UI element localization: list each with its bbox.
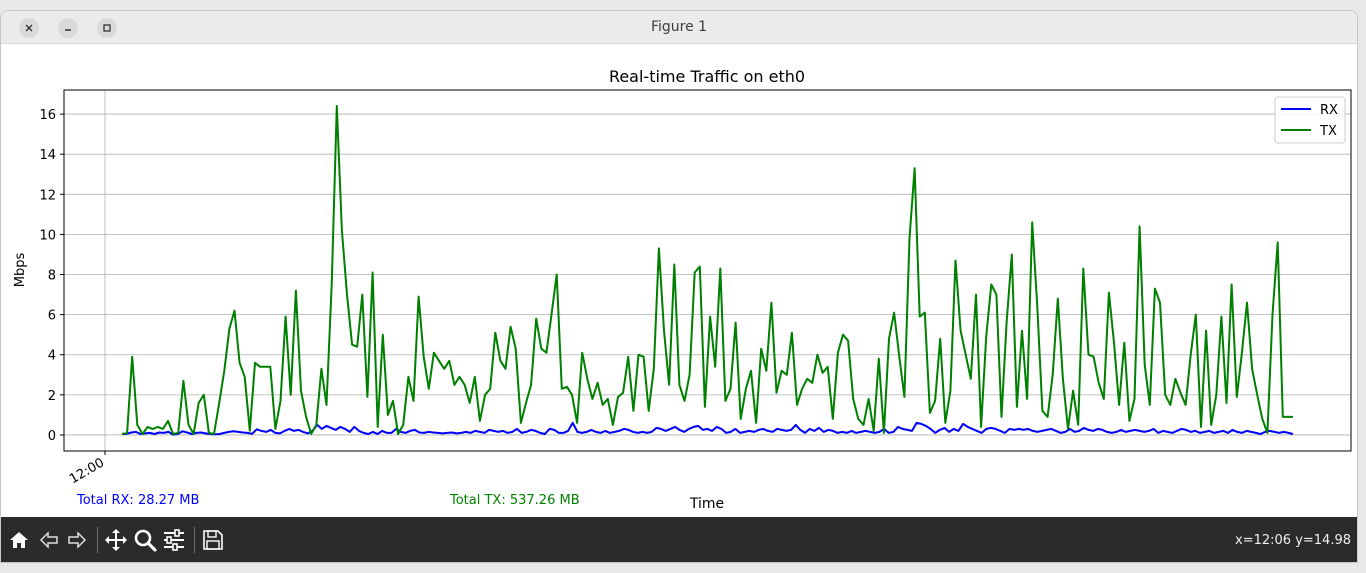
total-rx-annotation: Total RX: 28.27 MB bbox=[76, 493, 199, 508]
toolbar-separator bbox=[194, 527, 195, 553]
legend-rx-label: RX bbox=[1320, 103, 1338, 118]
home-button[interactable] bbox=[6, 527, 32, 553]
y-tick-label: 12 bbox=[39, 188, 56, 203]
y-tick-label: 4 bbox=[48, 349, 56, 364]
zoom-button[interactable] bbox=[132, 527, 158, 553]
maximize-icon bbox=[103, 24, 111, 32]
move-icon bbox=[105, 529, 127, 551]
chart-title: Real-time Traffic on eth0 bbox=[609, 67, 805, 86]
minimize-button[interactable] bbox=[58, 18, 78, 38]
close-button[interactable] bbox=[19, 18, 39, 38]
legend: RX TX bbox=[1274, 96, 1346, 144]
window-title: Figure 1 bbox=[650, 19, 708, 35]
y-tick-label: 16 bbox=[39, 108, 56, 123]
toolbar-separator bbox=[97, 527, 98, 553]
arrow-right-icon bbox=[68, 531, 87, 549]
cursor-coordinates: x=12:06 y=14.98 bbox=[1235, 533, 1351, 548]
forward-button[interactable] bbox=[64, 527, 90, 553]
close-icon bbox=[25, 24, 33, 32]
y-tick-label: 6 bbox=[48, 309, 56, 324]
titlebar: Figure 1 bbox=[1, 11, 1357, 44]
magnifier-icon bbox=[134, 529, 157, 552]
sliders-icon bbox=[164, 529, 184, 551]
y-tick-label: 8 bbox=[48, 269, 56, 284]
save-button[interactable] bbox=[200, 527, 226, 553]
maximize-button[interactable] bbox=[97, 18, 117, 38]
series-lines bbox=[121, 105, 1294, 436]
legend-tx-label: TX bbox=[1319, 124, 1337, 139]
configure-subplots-button[interactable] bbox=[161, 527, 187, 553]
minimize-icon bbox=[65, 29, 71, 31]
traffic-chart: Real-time Traffic on eth0 0246810121416 … bbox=[13, 67, 1352, 512]
floppy-disk-icon bbox=[203, 530, 223, 550]
y-tick-label: 14 bbox=[39, 148, 56, 163]
series-line-rx bbox=[121, 421, 1294, 436]
pan-button[interactable] bbox=[103, 527, 129, 553]
total-tx-annotation: Total TX: 537.26 MB bbox=[449, 493, 580, 508]
grid-lines bbox=[64, 90, 1351, 451]
back-button[interactable] bbox=[36, 527, 62, 553]
y-axis-ticks: 0 2 4 6 8 10 12 14 16 bbox=[39, 108, 64, 444]
home-icon bbox=[10, 532, 28, 548]
figure-window: Figure 1 Real-time Traffic on eth0 0 2 4 6 8… bbox=[0, 10, 1358, 563]
x-tick-label: 12:00 bbox=[67, 455, 107, 487]
x-axis-ticks: 12:00 bbox=[67, 451, 107, 487]
navigation-toolbar: x=12:06 y=14.98 bbox=[1, 517, 1357, 562]
y-tick-label: 10 bbox=[39, 228, 56, 243]
series-line-tx bbox=[121, 105, 1293, 435]
y-tick-label: 2 bbox=[48, 389, 56, 404]
y-axis-label: Mbps bbox=[13, 253, 28, 288]
axes-frame bbox=[63, 89, 1352, 452]
x-axis-label: Time bbox=[689, 496, 724, 512]
arrow-left-icon bbox=[39, 531, 58, 549]
plot-canvas[interactable]: Real-time Traffic on eth0 0 2 4 6 8 10 12 14 16 … bbox=[1, 45, 1357, 517]
y-tick-label: 0 bbox=[48, 429, 56, 444]
